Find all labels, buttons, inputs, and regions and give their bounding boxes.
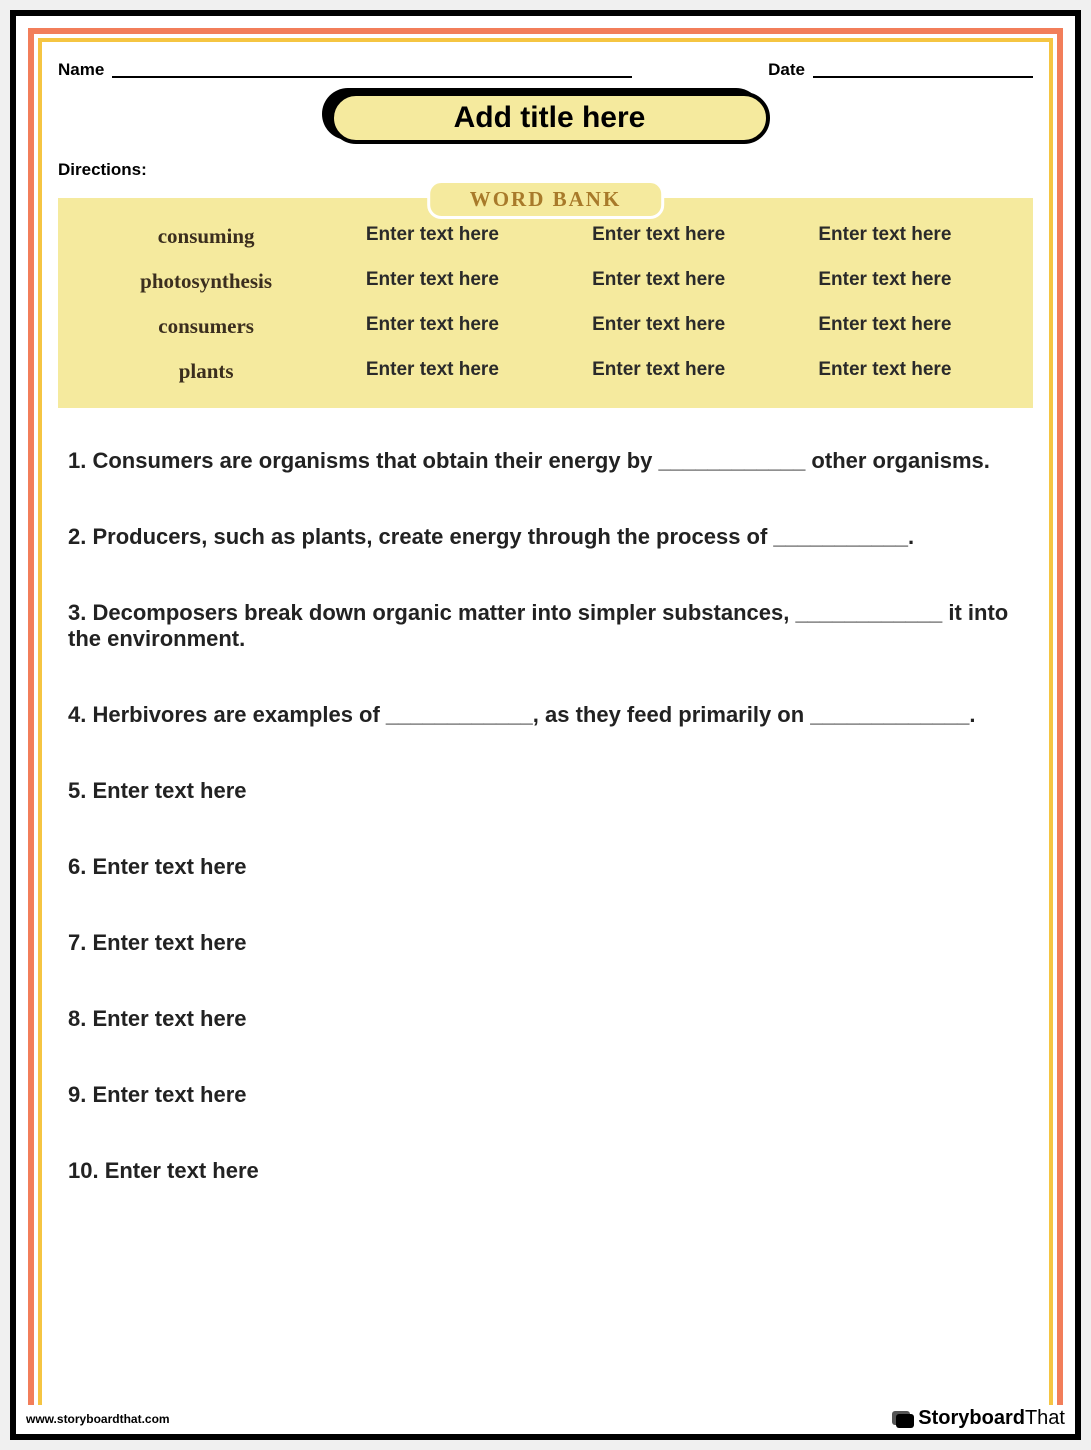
wordbank-cell[interactable]: Enter text here xyxy=(324,359,540,384)
date-input-line[interactable] xyxy=(813,76,1033,78)
wordbank-cell[interactable]: Enter text here xyxy=(324,314,540,339)
worksheet-title: Add title here xyxy=(454,101,646,135)
chat-bubble-icon xyxy=(892,1409,914,1429)
brand-second: That xyxy=(1025,1407,1065,1430)
wordbank-cell[interactable]: Enter text here xyxy=(551,269,767,294)
wordbank-cell[interactable]: Enter text here xyxy=(777,224,993,249)
title-container: Add title here xyxy=(58,88,1033,148)
date-label: Date xyxy=(768,60,805,80)
wordbank-cell[interactable]: Enter text here xyxy=(551,314,767,339)
question-item[interactable]: 8. Enter text here xyxy=(68,1006,1023,1032)
name-field[interactable]: Name xyxy=(58,60,768,80)
question-item[interactable]: 7. Enter text here xyxy=(68,930,1023,956)
border-white: Name Date Add title here Directions: xyxy=(16,16,1075,1434)
question-item[interactable]: 9. Enter text here xyxy=(68,1082,1023,1108)
worksheet-page: Name Date Add title here Directions: xyxy=(10,10,1081,1440)
wordbank-cell[interactable]: consuming xyxy=(98,224,314,249)
question-item[interactable]: 1. Consumers are organisms that obtain t… xyxy=(68,448,1023,474)
name-label: Name xyxy=(58,60,104,80)
question-item[interactable]: 6. Enter text here xyxy=(68,854,1023,880)
wordbank-tab: WORD BANK xyxy=(427,180,665,219)
question-item[interactable]: 10. Enter text here xyxy=(68,1158,1023,1184)
border-coral: Name Date Add title here Directions: xyxy=(28,28,1063,1422)
footer-url: www.storyboardthat.com xyxy=(26,1412,170,1426)
wordbank-cell[interactable]: Enter text here xyxy=(777,269,993,294)
wordbank-cell[interactable]: Enter text here xyxy=(324,224,540,249)
wordbank-cell[interactable]: photosynthesis xyxy=(98,269,314,294)
wordbank-cell[interactable]: Enter text here xyxy=(777,359,993,384)
footer-brand: StoryboardThat xyxy=(892,1407,1065,1430)
border-yellow: Name Date Add title here Directions: xyxy=(38,38,1053,1412)
wordbank-cell[interactable]: Enter text here xyxy=(777,314,993,339)
brand-first: Storyboard xyxy=(918,1407,1025,1430)
header-row: Name Date xyxy=(58,60,1033,80)
question-item[interactable]: 3. Decomposers break down organic matter… xyxy=(68,600,1023,652)
wordbank-cell[interactable]: plants xyxy=(98,359,314,384)
wordbank-cell[interactable]: Enter text here xyxy=(324,269,540,294)
question-item[interactable]: 5. Enter text here xyxy=(68,778,1023,804)
name-input-line[interactable] xyxy=(112,76,632,78)
wordbank-cell[interactable]: consumers xyxy=(98,314,314,339)
wordbank: WORD BANK consumingEnter text hereEnter … xyxy=(58,198,1033,408)
questions-list: 1. Consumers are organisms that obtain t… xyxy=(58,448,1033,1183)
question-item[interactable]: 2. Producers, such as plants, create ene… xyxy=(68,524,1023,550)
wordbank-cell[interactable]: Enter text here xyxy=(551,359,767,384)
directions-label: Directions: xyxy=(58,160,1033,180)
wordbank-grid: consuming Enter text here Enter text here E… xyxy=(58,198,1033,408)
wordbank-cell[interactable]: Enter text here xyxy=(551,224,767,249)
title-pill[interactable]: Add title here xyxy=(330,92,770,144)
footer: www.storyboardthat.com StoryboardThat xyxy=(22,1405,1069,1432)
question-item[interactable]: 4. Herbivores are examples of __________… xyxy=(68,702,1023,728)
date-field[interactable]: Date xyxy=(768,60,1033,80)
